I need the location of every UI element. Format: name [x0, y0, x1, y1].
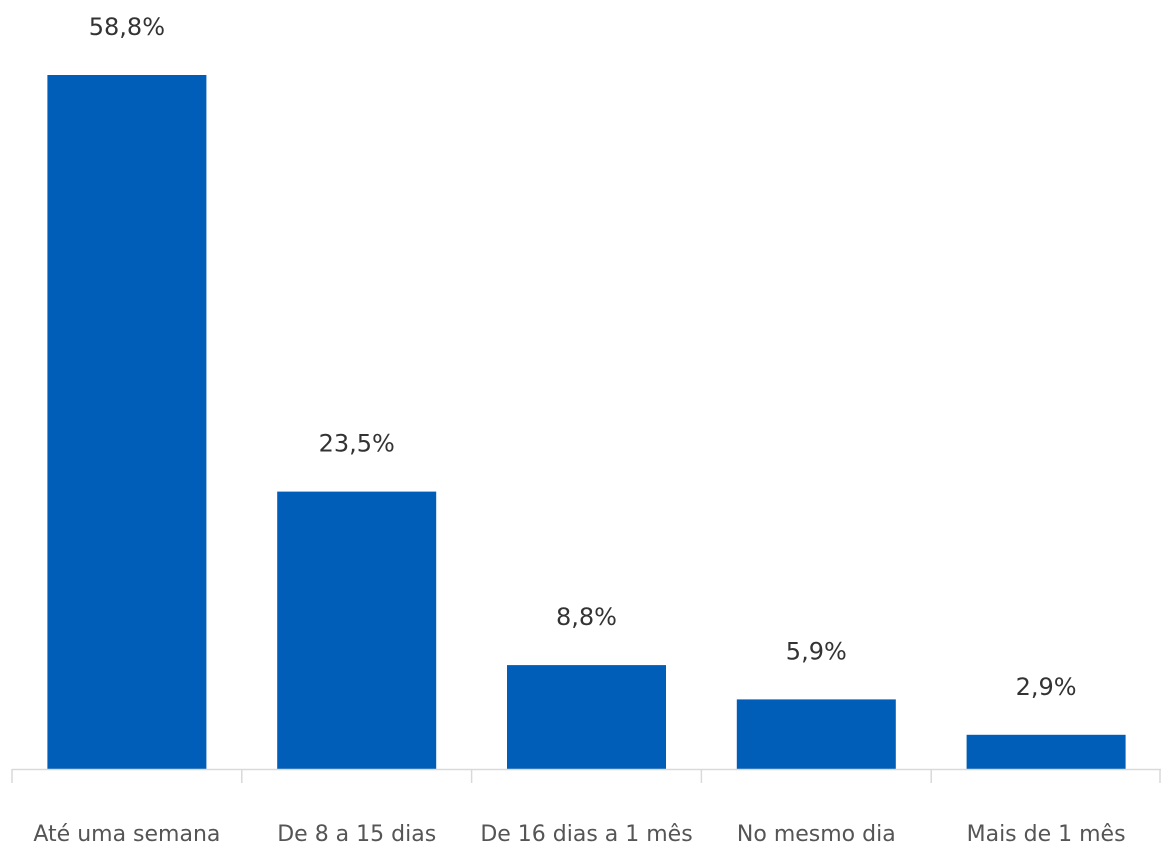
bar-5: [966, 734, 1126, 769]
bars-group: [47, 75, 1126, 769]
bar-3: [507, 665, 666, 769]
value-labels-group: 58,8% 23,5% 8,8% 5,9% 2,9%: [89, 13, 1077, 701]
bar-2: [277, 491, 437, 769]
bar-value-label: 5,9%: [786, 637, 847, 665]
x-tick-label: De 8 a 15 dias: [277, 822, 436, 845]
bar-1: [47, 75, 207, 769]
bar-value-label: 2,9%: [1016, 673, 1077, 701]
x-tick-label: De 16 dias a 1 mês: [480, 822, 692, 845]
bar-value-label: 58,8%: [89, 13, 165, 41]
bar-4: [736, 699, 896, 769]
x-tick-label: Mais de 1 mês: [967, 822, 1126, 845]
bar-value-label: 23,5%: [319, 430, 395, 458]
bar-value-label: 8,8%: [556, 603, 617, 631]
x-axis: [11, 768, 1161, 783]
x-tick-label: No mesmo dia: [737, 822, 896, 845]
x-tick-label: Até uma semana: [33, 822, 220, 845]
x-tick-labels-group: Até uma semana De 8 a 15 dias De 16 dias a…: [33, 822, 1125, 845]
